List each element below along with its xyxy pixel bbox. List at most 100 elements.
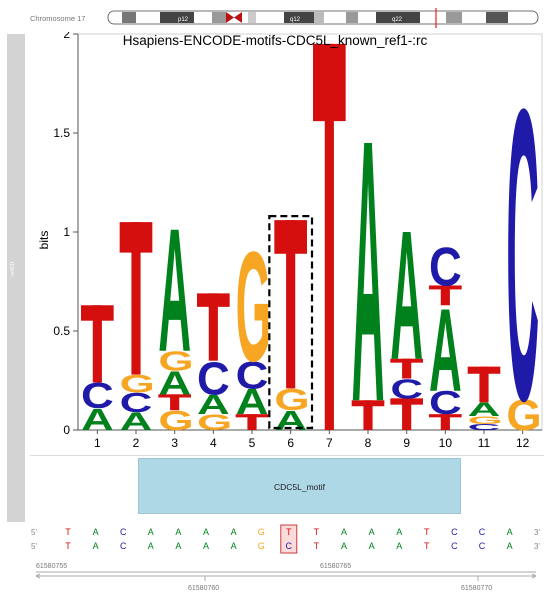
logo-letter-T: [119, 222, 153, 375]
strand-label-alt: 5': [31, 542, 37, 551]
chromosome-label: Chromosome 17: [30, 14, 86, 23]
svg-text:G: G: [506, 392, 541, 440]
logo-letter-G: G: [274, 384, 309, 418]
logo-letter-A: A: [352, 63, 385, 452]
x-tick-label: 3: [171, 436, 178, 450]
sequence-base: A: [396, 541, 402, 551]
annotation-track: [0, 455, 551, 525]
x-tick-label: 2: [133, 436, 140, 450]
logo-letter-A: A: [274, 405, 307, 436]
logo-letter-A: A: [158, 193, 191, 389]
svg-text:A: A: [236, 382, 269, 422]
logo-letter-C: C: [81, 376, 114, 416]
logo-letter-A: A: [236, 382, 269, 422]
svg-text:C: C: [236, 354, 269, 397]
x-tick-label: 8: [365, 436, 372, 450]
sequence-base: A: [203, 541, 209, 551]
sequence-base: T: [286, 527, 292, 537]
logo-letter-C: C: [506, 32, 539, 452]
svg-text:C: C: [506, 32, 539, 452]
logo-letter-G: G: [197, 410, 232, 435]
sequence-base: T: [424, 541, 430, 551]
end-label-ref: 3': [534, 528, 540, 537]
sequence-base: A: [231, 527, 237, 537]
logo-letter-T: [390, 358, 423, 379]
track-divider: [30, 455, 544, 456]
logo-letter-T: [81, 305, 114, 383]
logo-letter-T: [197, 293, 230, 361]
coordinate-label: 61580770: [461, 585, 492, 592]
logo-letter-A: A: [158, 365, 191, 402]
band-label: p12: [178, 17, 189, 23]
svg-text:C: C: [429, 235, 462, 297]
sequence-base: A: [396, 527, 402, 537]
x-tick-label: 4: [210, 436, 217, 450]
sequence-base: A: [203, 527, 209, 537]
sequence-base: A: [148, 527, 154, 537]
svg-text:A: A: [158, 193, 191, 389]
svg-text:G: G: [236, 221, 271, 395]
sequence-base: C: [479, 541, 486, 551]
x-tick-label: 12: [516, 436, 530, 450]
sequence-base: G: [258, 541, 265, 551]
motif-feature-box[interactable]: CDC5L_motif: [138, 458, 461, 514]
logo-letter-A: A: [197, 389, 230, 420]
sequence-base: T: [65, 541, 71, 551]
sequence-base: A: [175, 527, 181, 537]
svg-text:C: C: [468, 422, 501, 431]
logo-letter-T: [390, 398, 423, 430]
svg-text:A: A: [197, 389, 230, 420]
highlight-position-box: [268, 215, 314, 430]
svg-text:C: C: [390, 373, 423, 404]
y-axis: 0 0.5 1 1.5 2: [53, 32, 78, 437]
logo-letter-T: [429, 285, 462, 306]
y-tick-label: 1: [63, 225, 70, 239]
svg-text:G: G: [158, 346, 193, 377]
coordinate-label: 61580755: [36, 563, 67, 570]
logo-letter-A: A: [120, 408, 153, 436]
band-label: q12: [290, 17, 301, 23]
svg-text:G: G: [468, 414, 503, 426]
x-tick-label: 1: [94, 436, 101, 450]
logo-letter-C: C: [236, 354, 269, 397]
y-axis-label: bits: [37, 231, 51, 250]
sequence-base: C: [479, 527, 486, 537]
sequence-base: A: [507, 541, 513, 551]
chromosome-ideogram[interactable]: p12 q12 q22: [0, 0, 551, 30]
coordinate-label: 61580760: [188, 585, 219, 592]
sequence-base: A: [507, 527, 513, 537]
logo-letter-T: [429, 414, 462, 430]
x-tick-label: 9: [403, 436, 410, 450]
svg-text:G: G: [120, 370, 155, 398]
logo-letter-T: [467, 366, 501, 403]
motif-feature-label: CDC5L_motif: [273, 482, 326, 492]
y-tick-label: 2: [63, 32, 70, 41]
track-name-label: rs4811: [10, 261, 16, 276]
y-tick-label: 0.5: [53, 324, 70, 338]
sequence-base: A: [231, 541, 237, 551]
ruler-left-arrow: [35, 573, 41, 579]
sequence-base: A: [93, 527, 99, 537]
svg-text:A: A: [158, 365, 191, 402]
sequence-base: A: [369, 541, 375, 551]
x-tick-label: 6: [287, 436, 294, 450]
track-name-panel[interactable]: [7, 34, 25, 522]
ruler-right-arrow: [531, 573, 537, 579]
svg-text:A: A: [81, 403, 114, 437]
svg-text:G: G: [274, 384, 309, 418]
logo-letter-C: C: [429, 385, 462, 422]
band-label: q22: [392, 17, 403, 23]
logo-letter-T: [351, 400, 385, 430]
logo-letter-G: G: [468, 414, 503, 426]
logo-letter-C: C: [468, 422, 501, 431]
logo-letter-A: A: [468, 399, 501, 421]
logo-letter-T: [158, 394, 191, 411]
svg-text:G: G: [197, 410, 232, 435]
logo-letter-G: G: [158, 346, 193, 377]
svg-text:A: A: [429, 283, 462, 415]
variant-highlight-box[interactable]: [280, 524, 298, 554]
